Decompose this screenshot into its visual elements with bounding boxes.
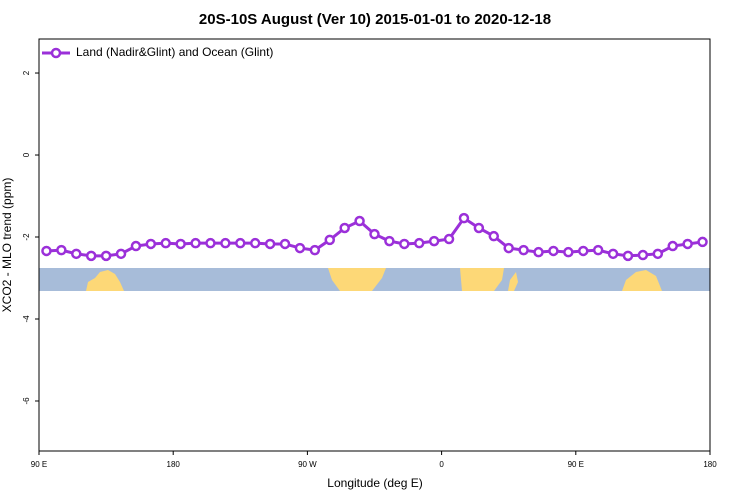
point bbox=[235, 237, 246, 249]
point bbox=[41, 245, 52, 257]
point bbox=[100, 250, 112, 262]
x-tick-label: 180 bbox=[703, 460, 717, 469]
point bbox=[578, 245, 589, 257]
point bbox=[458, 212, 470, 224]
point bbox=[369, 228, 380, 240]
y-tick-label: -4 bbox=[22, 315, 31, 323]
y-tick-label: -6 bbox=[22, 397, 31, 405]
x-tick-label: 90 E bbox=[31, 460, 47, 469]
point bbox=[652, 248, 664, 260]
map-strip bbox=[39, 268, 710, 291]
legend-marker bbox=[50, 47, 62, 59]
point bbox=[339, 222, 350, 234]
point bbox=[115, 248, 127, 260]
point bbox=[175, 238, 186, 250]
point bbox=[309, 244, 321, 256]
point bbox=[607, 248, 619, 260]
point bbox=[190, 237, 201, 249]
x-tick-label: 0 bbox=[439, 460, 444, 469]
point bbox=[413, 237, 425, 249]
point bbox=[130, 240, 142, 252]
point bbox=[637, 249, 649, 261]
point bbox=[160, 237, 171, 249]
point bbox=[622, 250, 634, 262]
x-tick-label: 180 bbox=[167, 460, 181, 469]
point bbox=[428, 235, 440, 247]
point bbox=[324, 234, 336, 246]
point bbox=[71, 248, 82, 260]
point bbox=[503, 242, 514, 254]
point bbox=[697, 236, 708, 248]
y-tick-label: 0 bbox=[22, 152, 31, 157]
point bbox=[249, 237, 261, 249]
x-axis-label: Longitude (deg E) bbox=[327, 476, 422, 490]
point bbox=[205, 237, 216, 249]
legend-label: Land (Nadir&Glint) and Ocean (Glint) bbox=[76, 45, 273, 59]
x-tick-label: 90 W bbox=[298, 460, 317, 469]
point bbox=[518, 244, 529, 256]
point bbox=[533, 246, 544, 258]
x-tick-label: 90 E bbox=[568, 460, 584, 469]
point bbox=[85, 250, 97, 262]
point bbox=[264, 238, 276, 250]
plot-frame bbox=[38, 38, 711, 452]
point bbox=[294, 242, 306, 254]
point bbox=[488, 230, 500, 242]
point bbox=[354, 215, 365, 227]
chart-title: 20S-10S August (Ver 10) 2015-01-01 to 20… bbox=[199, 11, 551, 28]
y-axis-label: XCO2 - MLO trend (ppm) bbox=[0, 178, 14, 313]
point bbox=[473, 222, 485, 234]
y-tick-label: -2 bbox=[22, 233, 31, 241]
point bbox=[443, 233, 455, 245]
point bbox=[384, 235, 395, 247]
point bbox=[563, 246, 574, 258]
point bbox=[399, 238, 410, 250]
y-tick-label: 2 bbox=[22, 70, 31, 75]
point bbox=[592, 244, 604, 256]
point bbox=[682, 238, 693, 250]
point bbox=[56, 244, 67, 256]
point bbox=[667, 240, 678, 252]
point bbox=[279, 238, 291, 250]
point bbox=[548, 245, 559, 257]
point bbox=[145, 238, 157, 250]
point bbox=[220, 237, 231, 249]
